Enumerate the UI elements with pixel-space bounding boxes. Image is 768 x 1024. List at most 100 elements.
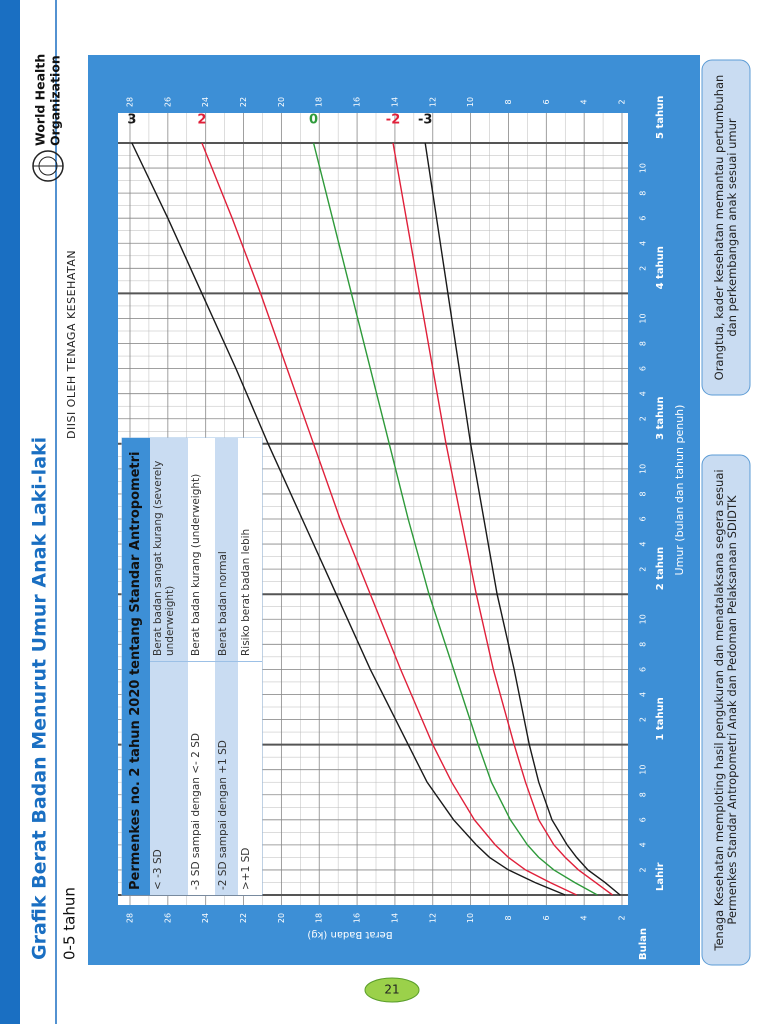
x-tick-label: 8 (639, 491, 648, 496)
y-tick-label: 12 (428, 913, 437, 923)
y-tick-label: 8 (504, 915, 513, 920)
y-tick-label: 28 (126, 97, 135, 107)
table-cell-frame: Berat badan kurang (underweight) (188, 438, 215, 662)
x-tick-label: 10 (639, 163, 648, 173)
y-tick-label: 6 (542, 99, 551, 104)
table-cell: Berat badan normal (215, 438, 238, 662)
y-axis-label: Berat Badan (kg) (307, 929, 392, 940)
curve-label: 0 (309, 113, 318, 128)
who-logo: World Health Organization (32, 54, 64, 182)
y-tick-label: 14 (390, 97, 399, 107)
y-tick-label: 16 (353, 913, 362, 923)
y-tick-label: 2 (618, 915, 627, 920)
x-tick-label: 6 (639, 366, 648, 371)
curve-label: 3 (127, 113, 136, 128)
x-tick-label: 10 (639, 765, 648, 775)
table-cell: >+1 SD (238, 662, 262, 895)
x-year-label: Lahir (655, 862, 666, 891)
org-name: World Health (33, 54, 48, 146)
x-year-label: 3 tahun (655, 396, 666, 439)
x-tick-label: 8 (639, 191, 648, 196)
x-tick-label: 6 (639, 216, 648, 221)
table-cell: Berat badan kurang (underweight) (188, 438, 215, 662)
note-text-frame: Orangtua, kader kesehatan memantau pertu… (712, 74, 739, 381)
x-year-label: 5 tahun (655, 96, 666, 139)
y-tick-label: 22 (239, 913, 248, 923)
y-tick-label: 24 (201, 97, 210, 107)
note-text: Tenaga Kesehatan memploting hasil penguk… (712, 469, 739, 951)
table-cell-frame: >+1 SD (238, 662, 262, 895)
x-tick-label: 4 (639, 842, 648, 847)
y-tick-label: 18 (315, 97, 324, 107)
y-tick-label: 28 (126, 913, 135, 923)
x-tick-label: 2 (639, 867, 648, 872)
note-box (701, 454, 751, 966)
table-cell-frame: Berat badan sangat kurang (severely unde… (150, 438, 188, 662)
curve-label: -3 (418, 113, 432, 128)
table-cell-frame: -3 SD sampai dengan <- 2 SD (188, 662, 215, 895)
y-tick-label: 26 (163, 97, 172, 107)
page-number: 21 (384, 983, 399, 997)
table-cell: -3 SD sampai dengan <- 2 SD (188, 662, 215, 895)
rotated-page: Grafik Berat Badan Menurut Umur Anak Lak… (0, 0, 751, 1024)
side-strip (0, 0, 20, 1024)
growth-curve (312, 142, 598, 896)
growth-curve (424, 142, 621, 896)
x-year-label: 1 tahun (655, 697, 666, 740)
y-tick-label: 4 (580, 915, 589, 920)
x-tick-label: 8 (639, 792, 648, 797)
y-tick-label: 10 (466, 97, 475, 107)
x-tick-label: 4 (639, 542, 648, 547)
y-tick-label: 10 (466, 913, 475, 923)
table-cell: -2 SD sampai dengan +1 SD (215, 662, 238, 895)
x-tick-label: 10 (639, 614, 648, 624)
x-tick-label: 4 (639, 391, 648, 396)
table-cell-frame: < -3 SD (150, 662, 188, 895)
growth-curve (392, 142, 613, 896)
y-tick-label: 18 (315, 913, 324, 923)
table-title: Permenkes no. 2 tahun 2020 tentang Stand… (122, 438, 150, 895)
x-tick-label: 6 (639, 817, 648, 822)
x-tick-label: 6 (639, 516, 648, 521)
y-tick-label: 2 (618, 99, 627, 104)
table-cell: < -3 SD (150, 662, 188, 895)
org-name: Organization (48, 55, 63, 146)
y-tick-label: 14 (390, 913, 399, 923)
curve-label: 2 (197, 113, 206, 128)
growth-curve (131, 142, 566, 896)
table-title-frame: Permenkes no. 2 tahun 2020 tentang Stand… (122, 438, 150, 895)
x-tick-label: 4 (639, 692, 648, 697)
page-badge (364, 977, 420, 1003)
table-cell: Berat badan sangat kurang (severely unde… (150, 438, 188, 662)
note-text-frame: Tenaga Kesehatan memploting hasil penguk… (712, 469, 739, 951)
table-cell: Risiko berat badan lebih (238, 438, 262, 662)
x-tick-label: 10 (639, 464, 648, 474)
x-tick-label: 10 (639, 313, 648, 323)
title: Grafik Berat Badan Menurut Umur Anak Lak… (29, 437, 51, 960)
note-box (701, 59, 751, 396)
x-tick-label: 2 (639, 567, 648, 572)
x-year-label: 2 tahun (655, 547, 666, 590)
x-tick-label: 2 (639, 416, 648, 421)
y-tick-label: 16 (353, 97, 362, 107)
x-tick-label: 2 (639, 266, 648, 271)
subtitle: 0-5 tahun (61, 887, 79, 960)
table-cell-frame: Berat badan normal (215, 438, 238, 662)
x-tick-label: 4 (639, 241, 648, 246)
y-tick-label: 6 (542, 915, 551, 920)
note-text: Orangtua, kader kesehatan memantau pertu… (712, 74, 739, 381)
x-unit-label: Bulan (638, 928, 649, 960)
x-tick-label: 2 (639, 717, 648, 722)
curve-label: -2 (386, 113, 400, 128)
x-tick-label: 6 (639, 667, 648, 672)
y-tick-label: 24 (201, 913, 210, 923)
growth-curve (201, 142, 577, 896)
y-tick-label: 4 (580, 99, 589, 104)
y-tick-label: 26 (163, 913, 172, 923)
x-tick-label: 8 (639, 341, 648, 346)
x-year-label: 4 tahun (655, 246, 666, 289)
table-cell-frame: -2 SD sampai dengan +1 SD (215, 662, 238, 895)
y-tick-label: 20 (277, 97, 286, 107)
